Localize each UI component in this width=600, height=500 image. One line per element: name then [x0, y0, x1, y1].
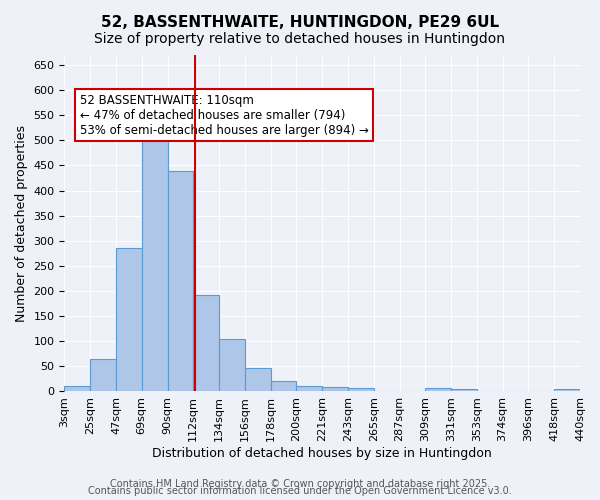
Bar [322, 387, 348, 392]
Bar [116, 248, 142, 392]
Bar [296, 386, 322, 392]
Text: Contains public sector information licensed under the Open Government Licence v3: Contains public sector information licen… [88, 486, 512, 496]
Bar [64, 386, 90, 392]
Bar [425, 388, 451, 392]
Bar [245, 368, 271, 392]
Bar [219, 338, 245, 392]
Bar [348, 388, 374, 392]
Text: Contains HM Land Registry data © Crown copyright and database right 2025.: Contains HM Land Registry data © Crown c… [110, 479, 490, 489]
Bar [451, 390, 477, 392]
Bar [554, 389, 580, 392]
Bar [142, 136, 167, 392]
Text: 52 BASSENTHWAITE: 110sqm
← 47% of detached houses are smaller (794)
53% of semi-: 52 BASSENTHWAITE: 110sqm ← 47% of detach… [80, 94, 369, 136]
Text: Size of property relative to detached houses in Huntingdon: Size of property relative to detached ho… [95, 32, 505, 46]
Bar [271, 382, 296, 392]
Y-axis label: Number of detached properties: Number of detached properties [15, 124, 28, 322]
Text: 52, BASSENTHWAITE, HUNTINGDON, PE29 6UL: 52, BASSENTHWAITE, HUNTINGDON, PE29 6UL [101, 15, 499, 30]
Bar [167, 170, 193, 392]
X-axis label: Distribution of detached houses by size in Huntingdon: Distribution of detached houses by size … [152, 447, 492, 460]
Bar [193, 295, 219, 392]
Bar [90, 359, 116, 392]
